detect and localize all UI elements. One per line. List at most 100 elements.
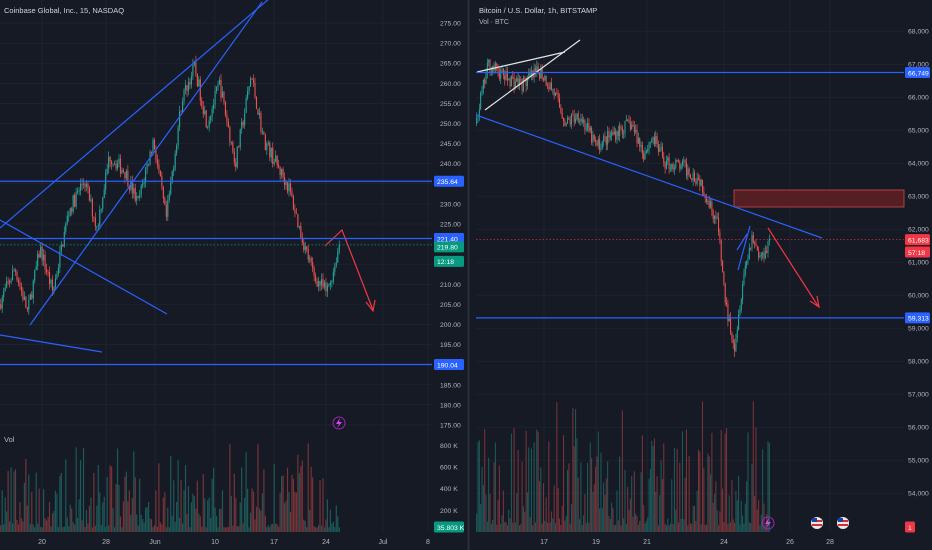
volume-bar: [201, 526, 203, 532]
volume-bar: [6, 511, 8, 532]
volume-bar: [675, 509, 677, 532]
candle-body-up: [198, 79, 200, 87]
candle-body-down: [322, 279, 324, 288]
volume-bar: [3, 524, 5, 532]
right-descending-trend-line[interactable]: [475, 114, 823, 239]
candle-body-up: [536, 66, 538, 73]
volume-bar: [525, 430, 527, 532]
volume-bar: [561, 505, 563, 532]
left-projection-arrow[interactable]: [324, 228, 374, 311]
volume-bar: [79, 460, 82, 532]
candle-body-down: [627, 119, 629, 121]
volume-bar: [140, 514, 142, 532]
left-lower-trend-line[interactable]: [0, 334, 103, 353]
candle-body-up: [597, 139, 599, 146]
volume-bar: [549, 522, 551, 532]
left-drawings[interactable]: [0, 0, 376, 353]
candle-body-up: [635, 129, 637, 132]
volume-bar: [644, 523, 646, 532]
left-time-axis[interactable]: 20 28 Jun 10 17 24 Jul 8: [38, 539, 430, 546]
left-lightning-icon[interactable]: [332, 416, 346, 430]
candle-body-up: [649, 142, 651, 143]
volume-bar: [190, 502, 193, 532]
right-time-axis[interactable]: 17 19 21 24 26 28: [540, 539, 834, 546]
small-flag-line-2[interactable]: [736, 233, 748, 251]
small-flag-line-1[interactable]: [737, 225, 751, 271]
volume-bar: [522, 506, 524, 532]
right-price-axis[interactable]: 68,000 67,000 66,000 65,000 64,000 63,000 62,0…: [908, 29, 929, 498]
left-horizontal-levels[interactable]: [0, 180, 432, 366]
candle-body-up: [56, 274, 58, 279]
candle-body-down: [263, 131, 265, 135]
left-volume-label: Vol: [4, 435, 15, 444]
volume-bar: [106, 477, 108, 532]
right-lightning-icon[interactable]: [761, 516, 775, 530]
candle-body-down: [150, 151, 153, 153]
volume-bar: [744, 503, 746, 532]
candle-body-down: [724, 283, 726, 303]
bitcoin-chart-pane[interactable]: Bitcoin / U.S. Dollar, 1h, BITSTAMP Vol …: [475, 0, 930, 546]
candle-body-up: [768, 238, 770, 242]
volume-bar: [490, 523, 492, 532]
candle-body-down: [553, 89, 555, 96]
candle-body-up: [247, 91, 249, 99]
volume-bar: [264, 515, 266, 532]
candle-body-up: [700, 179, 702, 186]
us-flag-event-icon-2[interactable]: [837, 517, 849, 529]
candle-body-up: [665, 160, 667, 169]
volume-bar: [497, 500, 499, 532]
volume-bar: [476, 513, 478, 532]
candle-body-down: [719, 232, 721, 241]
right-projection-arrow[interactable]: [767, 227, 819, 307]
candle-body-down: [0, 304, 2, 309]
candle-body-up: [337, 251, 339, 263]
volume-bar: [328, 527, 330, 532]
candle-body-down: [26, 307, 28, 310]
volume-bar: [536, 429, 538, 532]
coinbase-chart-pane[interactable]: Coinbase Global, Inc., 15, NASDAQ Vol 27…: [0, 0, 465, 546]
wedge-lower-line[interactable]: [484, 39, 581, 111]
volume-bar: [4, 497, 6, 532]
volume-bar: [633, 471, 635, 532]
volume-bar: [639, 520, 641, 532]
candle-body-down: [155, 149, 157, 160]
volume-bar: [481, 466, 483, 532]
left-price-axis[interactable]: 275.00 270.00 265.00 260.00 255.00 250.00 245.…: [440, 21, 461, 515]
candle-body-up: [140, 185, 142, 195]
resistance-zone[interactable]: [733, 189, 905, 208]
volume-bar: [313, 526, 315, 532]
candle-body-up: [500, 70, 502, 79]
volume-bar: [323, 527, 326, 532]
price-tick-label: 57,000: [908, 392, 929, 399]
volume-bar: [241, 467, 243, 532]
wedge-upper-line[interactable]: [476, 51, 566, 73]
candle-body-up: [659, 148, 661, 152]
candle-body-down: [668, 157, 670, 169]
left-channel-upper-line[interactable]: [0, 0, 270, 229]
candle-body-up: [736, 329, 738, 339]
us-flag-event-icon-1[interactable]: [811, 517, 823, 529]
volume-bar: [500, 524, 502, 532]
volume-bar: [685, 429, 688, 532]
volume-bar: [564, 520, 566, 532]
volume-bar: [71, 508, 73, 532]
right-drawings[interactable]: [475, 39, 823, 309]
volume-bar: [1, 490, 3, 532]
left-descending-line[interactable]: [0, 219, 168, 315]
volume-bar: [518, 525, 520, 532]
volume-bar: [88, 505, 91, 532]
candle-body-up: [281, 168, 283, 175]
candle-body-down: [47, 271, 49, 273]
volume-bar: [524, 511, 526, 532]
candle-body-up: [54, 278, 56, 288]
candle-body-up: [187, 82, 190, 92]
candle-body-down: [199, 79, 201, 101]
left-channel-lower-line[interactable]: [29, 1, 263, 326]
candle-body-up: [328, 285, 330, 286]
candle-body-up: [587, 123, 589, 129]
volume-bar: [587, 462, 589, 532]
candle-body-down: [661, 146, 663, 157]
right-horizontal-levels[interactable]: [476, 71, 904, 319]
candle-body-up: [57, 267, 59, 275]
candle-body-down: [81, 183, 83, 185]
